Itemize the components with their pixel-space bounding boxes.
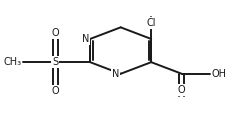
Text: S: S [52,57,58,67]
Text: Cl: Cl [146,18,155,28]
Text: N: N [81,34,89,44]
Text: CH₃: CH₃ [3,57,21,67]
Text: O: O [177,85,185,95]
Text: N: N [112,69,119,79]
Text: O: O [51,28,59,38]
Text: O: O [51,86,59,96]
Text: OH: OH [211,69,226,79]
